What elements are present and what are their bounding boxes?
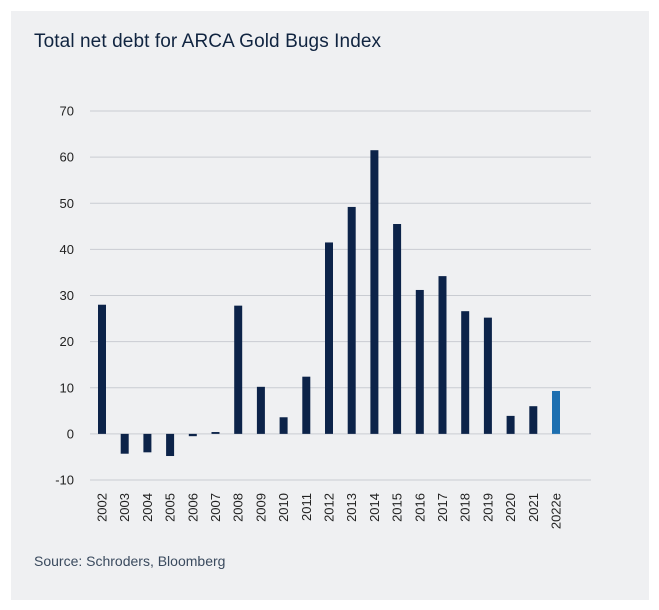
bar-2017 [438,276,447,434]
x-tick-label: 2020 [503,493,518,522]
bar-2013 [347,206,356,434]
x-tick-label: 2015 [390,493,405,522]
y-tick-label: 50 [60,196,74,211]
y-tick-label: 10 [60,380,74,395]
bar-2018 [461,311,470,434]
bar-2016 [415,289,424,434]
bar-2021 [529,406,538,434]
y-tick-label: 40 [60,242,74,257]
x-tick-label: 2007 [208,493,223,522]
bar-2019 [483,317,492,434]
x-axis-ticks: 2002 2003 2004 2005 2006 2007 2008 2009 2010 2011… [95,493,564,529]
bar-2020 [506,415,515,434]
x-tick-label: 2016 [412,493,427,522]
bar-2010 [279,417,288,434]
y-tick-label: 60 [60,150,74,165]
x-tick-label: 2010 [276,493,291,522]
y-tick-label: 70 [60,104,74,119]
y-tick-label: 30 [60,288,74,303]
bar-2009 [256,386,265,434]
x-tick-label: 2005 [163,493,178,522]
x-tick-label: 2011 [299,493,314,521]
x-tick-label: 2008 [231,493,246,522]
bar-2014 [370,150,379,434]
y-tick-label: 0 [67,426,74,441]
x-tick-label: 2009 [253,493,268,522]
x-tick-label: 2018 [458,493,473,522]
x-tick-label: 2019 [480,493,495,522]
bar-2011 [302,376,311,434]
gridlines [90,110,591,481]
bars [98,150,560,457]
x-tick-label: 2022e [549,493,564,529]
y-tick-label: 20 [60,334,74,349]
x-tick-label: 2004 [140,493,155,522]
bar-2012 [325,242,333,434]
x-tick-label: 2003 [117,493,132,522]
bar-2006 [188,433,197,437]
x-tick-label: 2021 [526,493,541,522]
bar-2022e [552,390,560,434]
x-tick-label: 2017 [435,493,450,522]
x-tick-label: 2012 [322,493,337,522]
bar-2003 [120,433,129,454]
x-tick-label: 2014 [367,493,382,522]
x-tick-label: 2002 [95,493,110,522]
bar-2002 [98,304,106,434]
bar-2015 [393,224,402,434]
bar-2007 [211,432,220,434]
x-tick-label: 2006 [185,493,200,522]
x-tick-label: 2013 [344,493,359,522]
y-tick-label: -10 [55,473,74,488]
bar-2005 [166,433,175,457]
y-axis-ticks: 70 60 50 40 30 20 10 0 -10 [55,104,74,488]
bar-2004 [143,433,152,453]
source-note: Source: Schroders, Bloomberg [34,553,226,569]
bar-2008 [234,305,243,434]
chart-title: Total net debt for ARCA Gold Bugs Index [34,31,382,52]
